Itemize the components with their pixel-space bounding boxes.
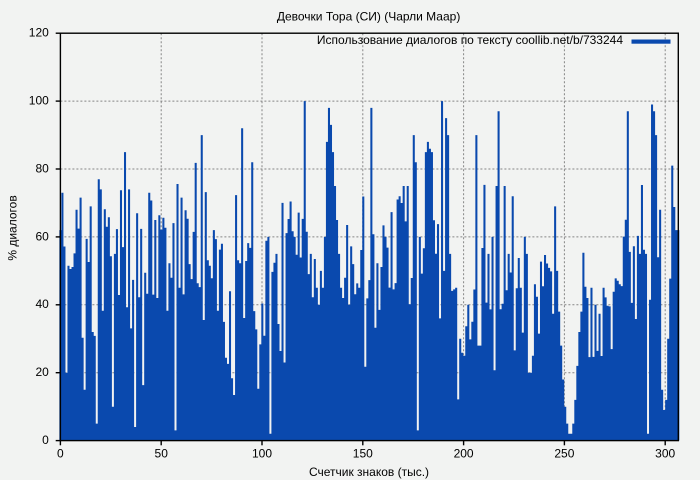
- svg-text:200: 200: [454, 447, 474, 461]
- svg-text:0: 0: [57, 447, 64, 461]
- svg-text:Счетчик знаков (тыс.): Счетчик знаков (тыс.): [309, 465, 429, 479]
- svg-text:80: 80: [35, 161, 49, 175]
- svg-text:150: 150: [353, 447, 373, 461]
- svg-text:40: 40: [35, 297, 49, 311]
- svg-text:50: 50: [155, 447, 169, 461]
- svg-text:Девочки Тора (СИ) (Чарли Маар): Девочки Тора (СИ) (Чарли Маар): [277, 9, 460, 23]
- svg-text:0: 0: [42, 433, 49, 447]
- svg-text:100: 100: [29, 94, 49, 108]
- svg-text:20: 20: [35, 365, 49, 379]
- svg-text:Использование диалогов по текс: Использование диалогов по тексту coollib…: [317, 33, 623, 47]
- svg-text:60: 60: [35, 229, 49, 243]
- svg-text:300: 300: [655, 447, 675, 461]
- svg-text:120: 120: [29, 26, 49, 40]
- svg-text:100: 100: [252, 447, 272, 461]
- svg-text:% диалогов: % диалогов: [5, 195, 19, 260]
- svg-text:250: 250: [554, 447, 574, 461]
